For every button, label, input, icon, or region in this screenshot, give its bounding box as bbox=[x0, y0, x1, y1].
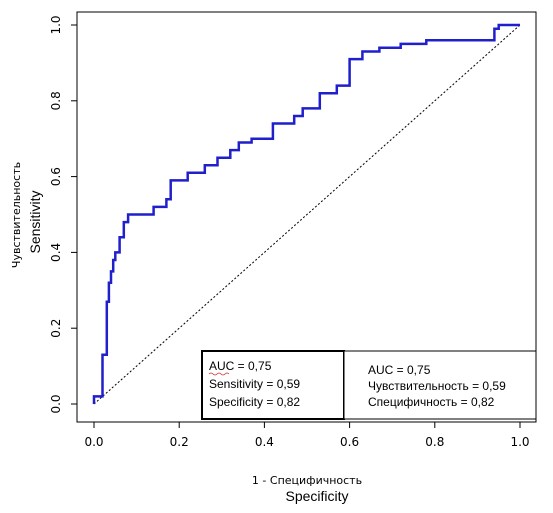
reference-diagonal-line bbox=[93, 24, 521, 405]
x-tick-label: 0.8 bbox=[425, 435, 444, 449]
stats-ru-auc: AUC = 0,75 bbox=[368, 363, 431, 377]
stats-ru-sensitivity: Чувствительность = 0,59 bbox=[368, 379, 506, 393]
y-tick-label: 1.0 bbox=[49, 15, 63, 34]
y-axis-title-en: Sensitivity bbox=[27, 190, 43, 253]
stats-box-en bbox=[201, 350, 345, 420]
stats-en-specificity: Specificity = 0,82 bbox=[209, 395, 300, 409]
roc-curve-line bbox=[92, 23, 520, 404]
stats-en-sensitivity: Sensitivity = 0,59 bbox=[209, 377, 300, 391]
y-ticks: 0.0 0.2 0.4 0.6 0.8 1.0 bbox=[49, 15, 77, 414]
y-tick-label: 0.6 bbox=[49, 167, 63, 186]
x-tick-label: 0.0 bbox=[84, 435, 103, 449]
spellcheck-underline bbox=[208, 372, 230, 376]
x-axis-title-ru: 1 - Специфичность bbox=[252, 474, 362, 487]
y-tick-label: 0.4 bbox=[49, 243, 63, 262]
stats-en-auc: AUC = 0,75 bbox=[209, 359, 272, 373]
y-tick-label: 0.0 bbox=[49, 394, 63, 413]
x-ticks: 0.0 0.2 0.4 0.6 0.8 1.0 bbox=[84, 422, 530, 449]
x-tick-label: 0.2 bbox=[170, 435, 189, 449]
y-tick-label: 0.2 bbox=[49, 319, 63, 338]
x-tick-label: 1.0 bbox=[510, 435, 529, 449]
stats-ru-specificity: Специфичность = 0,82 bbox=[368, 395, 495, 409]
x-axis-title-en: Specificity bbox=[285, 488, 348, 504]
x-tick-label: 0.6 bbox=[340, 435, 359, 449]
y-axis-title-ru: Чувствительность bbox=[10, 162, 23, 268]
stats-box-ru bbox=[343, 350, 537, 420]
y-tick-label: 0.8 bbox=[49, 91, 63, 110]
x-tick-label: 0.4 bbox=[255, 435, 274, 449]
